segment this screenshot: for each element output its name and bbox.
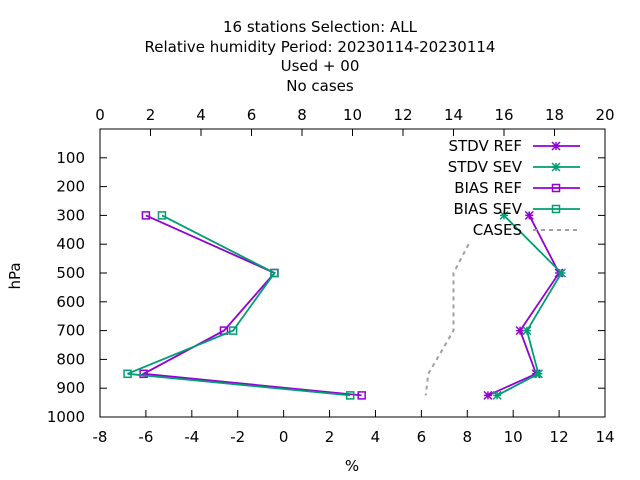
data-point [345,391,355,400]
x-bottom-tick-label: 8 [462,428,472,446]
x-top-tick-label: 12 [393,106,412,124]
x-bottom-tick-label: -2 [230,428,245,446]
data-point [492,390,502,400]
x-top-tick-label: 14 [444,106,463,124]
legend-marker [551,183,561,193]
x-bottom-tick-label: -6 [138,428,153,446]
y-tick-label: 700 [56,322,85,340]
x-top-tick-label: 2 [146,106,156,124]
title-line-3: Used + 00 [281,57,360,75]
data-point [522,326,532,336]
y-tick-label: 400 [56,235,85,253]
x-top-tick-label: 18 [545,106,564,124]
series-bias-ref [139,211,366,400]
x-top-tick-label: 16 [494,106,513,124]
series-stdv-ref [483,210,564,400]
series-line [140,214,362,397]
data-point [556,268,566,278]
series-bias-sev [123,211,355,400]
x-bottom-axis: -8 -6 -4 -2 0 2 4 6 8 10 12 14 [93,410,615,446]
y-tick-label: 800 [56,350,85,368]
y-tick-label: 1000 [47,408,85,426]
plot-frame [99,128,606,418]
legend-entry: STDV REF [448,137,580,155]
x-top-tick-label: 4 [196,106,206,124]
x-top-tick-label: 8 [297,106,307,124]
x-top-tick-label: 10 [343,106,362,124]
legend-marker [551,204,561,214]
data-point [228,326,238,335]
y-axis-label: hPa [6,262,24,289]
title: 16 stations Selection: ALL Relative humi… [145,18,496,95]
legend-marker [551,162,561,172]
x-bottom-tick-label: -4 [184,428,199,446]
data-point [157,211,167,220]
series-line [424,243,470,396]
data-point [524,210,534,220]
x-top-tick-label: 20 [595,106,614,124]
legend-label: STDV REF [448,137,522,155]
series-layer [123,210,566,400]
legend-label: STDV SEV [448,158,523,176]
y-tick-label: 200 [56,178,85,196]
legend-label: BIAS SEV [453,200,522,218]
legend-label: CASES [473,221,522,239]
legend: STDV REF STDV SEV BIAS REF BIAS SEV CASES [448,137,580,239]
series-line [487,214,561,397]
title-line-4: No cases [286,77,354,95]
legend-entry: BIAS REF [454,179,580,197]
data-point [357,391,366,400]
legend-marker [551,141,561,151]
data-point [123,369,132,379]
y-axis: 100 200 300 400 500 600 700 800 900 1000 [47,149,605,426]
y-tick-label: 500 [56,264,85,282]
data-point [139,369,148,379]
data-point [499,210,509,220]
x-top-tick-label: 0 [95,106,105,124]
x-bottom-tick-label: 14 [595,428,614,446]
x-top-tick-label: 6 [247,106,257,124]
series-line [127,214,351,397]
data-point [483,390,493,400]
title-line-2: Relative humidity Period: 20230114-20230… [145,38,496,56]
y-tick-label: 300 [56,206,85,224]
legend-entry: STDV SEV [448,158,580,176]
x-top-axis: 0 2 4 6 8 10 12 14 16 18 20 [95,106,615,136]
x-bottom-tick-label: 12 [550,428,569,446]
x-axis-label: % [345,457,359,475]
series-cases [424,243,470,396]
x-bottom-tick-label: 10 [504,428,523,446]
legend-entry: BIAS SEV [453,200,580,218]
data-point [141,211,151,220]
x-bottom-tick-label: 0 [279,428,289,446]
series-line [496,214,563,397]
data-point [515,326,525,336]
title-line-1: 16 stations Selection: ALL [223,18,418,36]
legend-entry: CASES [473,221,580,239]
x-bottom-tick-label: 4 [371,428,381,446]
y-tick-label: 900 [56,379,85,397]
y-tick-label: 600 [56,293,85,311]
x-bottom-tick-label: -8 [93,428,108,446]
data-point [533,369,543,379]
series-stdv-sev [492,210,566,400]
data-point [270,268,279,278]
y-tick-label: 100 [56,149,85,167]
legend-label: BIAS REF [454,179,522,197]
x-bottom-tick-label: 6 [417,428,427,446]
x-bottom-tick-label: 2 [325,428,335,446]
